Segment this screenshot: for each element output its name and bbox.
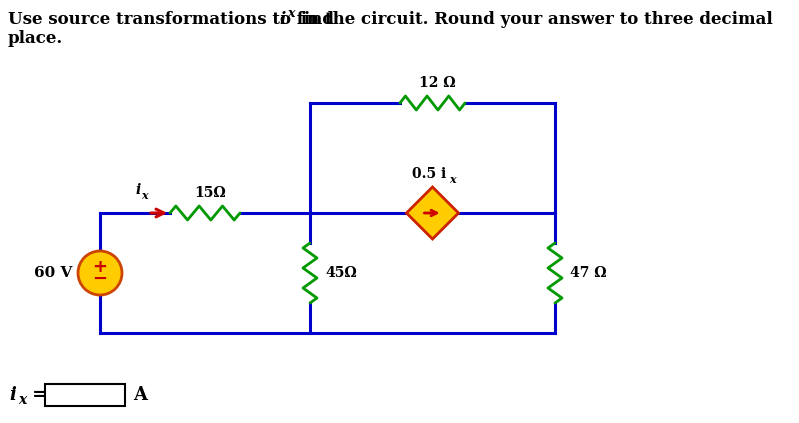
Text: 60 V: 60 V [34,266,72,280]
Text: 0.5 i: 0.5 i [412,167,447,181]
Text: x: x [449,174,455,185]
Text: i: i [135,183,141,197]
Text: Use source transformations to find: Use source transformations to find [8,11,340,28]
Text: +: + [93,258,108,276]
Text: i: i [279,11,285,28]
Text: x: x [287,7,295,20]
Text: A: A [133,386,147,404]
FancyBboxPatch shape [45,384,125,406]
Text: 12 Ω: 12 Ω [419,76,455,90]
Text: =: = [26,386,47,404]
Text: x: x [141,190,149,201]
Text: 15Ω: 15Ω [194,186,226,200]
Text: x: x [18,393,26,407]
Text: place.: place. [8,30,63,47]
Text: −: − [93,270,108,288]
Text: in the circuit. Round your answer to three decimal: in the circuit. Round your answer to thr… [295,11,773,28]
Text: 47 Ω: 47 Ω [570,266,606,280]
Polygon shape [407,187,459,239]
Text: 45Ω: 45Ω [325,266,356,280]
Text: i: i [9,386,16,404]
Circle shape [78,251,122,295]
